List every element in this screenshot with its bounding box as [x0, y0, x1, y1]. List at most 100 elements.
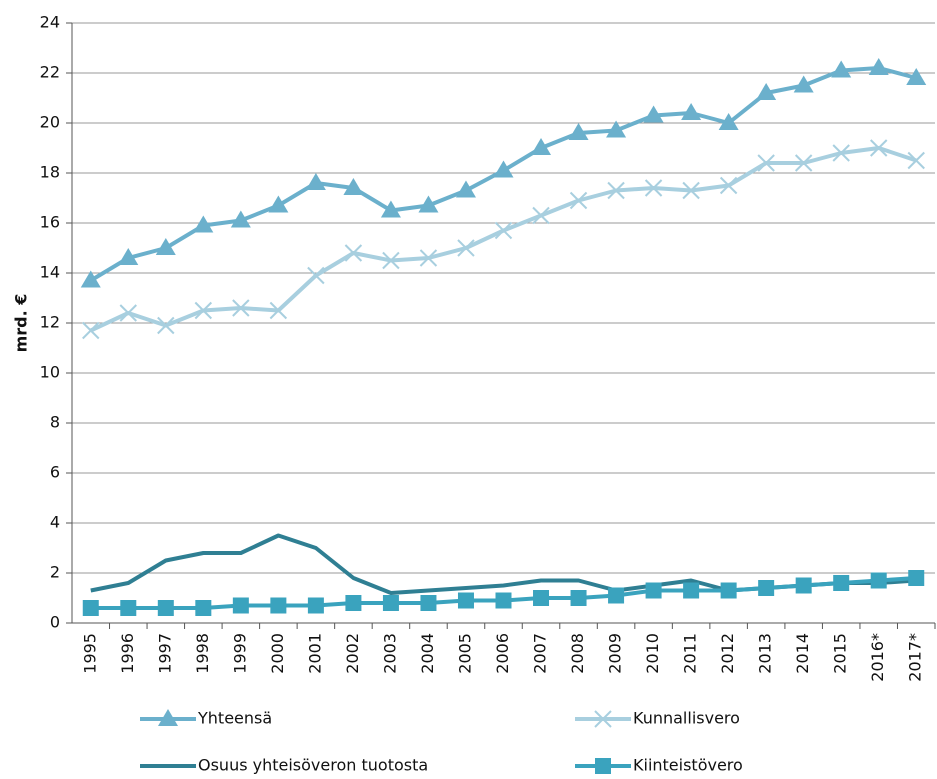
point: [157, 600, 174, 616]
y-tick-label: 6: [50, 463, 60, 482]
point: [457, 592, 474, 609]
point: [757, 154, 775, 172]
point: [532, 206, 550, 225]
point: [594, 710, 612, 728]
x-tick-label: 2001: [305, 633, 324, 674]
x-tick-label: 1996: [118, 633, 137, 674]
point: [608, 587, 625, 604]
point: [118, 248, 139, 265]
point: [494, 221, 513, 240]
point: [682, 181, 700, 200]
point: [831, 60, 852, 78]
point: [157, 316, 175, 335]
point: [269, 301, 288, 320]
point: [832, 144, 850, 162]
point: [720, 582, 737, 599]
x-tick-label: 2002: [343, 633, 362, 674]
point: [455, 180, 476, 198]
x-tick-label: 1997: [155, 633, 174, 674]
point: [870, 139, 888, 157]
point: [307, 597, 324, 614]
x-tick-label: 1999: [230, 633, 249, 674]
y-tick-label: 10: [40, 363, 60, 382]
x-tick-label: 2011: [681, 633, 700, 674]
point: [344, 244, 363, 262]
point: [794, 154, 813, 172]
y-tick-label: 16: [40, 213, 60, 232]
point: [232, 299, 250, 317]
legend-label: Osuus yhteisöveron tuotosta: [198, 756, 428, 775]
point: [155, 238, 176, 255]
point: [793, 75, 814, 93]
point: [607, 181, 625, 200]
point: [718, 113, 739, 130]
y-tick-label: 12: [40, 313, 60, 332]
point: [119, 304, 137, 322]
x-tick-label: 2005: [455, 633, 474, 674]
point: [570, 590, 587, 606]
point: [595, 758, 611, 774]
x-tick-label: 1998: [193, 633, 212, 674]
point: [120, 600, 137, 616]
legend-item: Kunnallisvero: [575, 709, 740, 728]
point: [795, 577, 812, 594]
legend-item: Osuus yhteisöveron tuotosta: [140, 756, 428, 775]
point: [270, 597, 287, 614]
point: [606, 120, 627, 138]
point: [419, 249, 438, 267]
x-tick-label: 2012: [718, 633, 737, 674]
legend-item: Kiinteistövero: [575, 756, 743, 775]
y-tick-label: 14: [40, 263, 60, 282]
point: [380, 200, 401, 218]
point: [420, 595, 437, 611]
x-tick-label: 2010: [643, 633, 662, 674]
point: [418, 195, 439, 213]
point: [833, 575, 850, 591]
point: [495, 592, 512, 609]
legend-item: Yhteensä: [140, 709, 272, 728]
point: [645, 582, 662, 599]
point: [195, 600, 212, 616]
x-tick-label: 2013: [756, 633, 775, 674]
point: [457, 239, 475, 257]
x-tick-label: 2006: [493, 633, 512, 674]
x-tick-label: 2016*: [868, 633, 887, 682]
point: [758, 580, 775, 596]
point: [907, 151, 925, 170]
point: [906, 68, 927, 85]
x-tick-label: 2014: [793, 633, 812, 674]
point: [232, 597, 249, 614]
point: [908, 570, 925, 586]
x-tick-label: 2000: [268, 633, 287, 674]
point: [533, 590, 550, 606]
y-axis-label: mrd. €: [12, 294, 31, 353]
point: [719, 176, 738, 195]
point: [193, 215, 214, 233]
y-tick-label: 24: [40, 13, 60, 32]
y-tick-label: 0: [50, 613, 60, 632]
point: [493, 160, 514, 178]
point: [268, 195, 289, 213]
point: [80, 270, 101, 288]
point: [683, 582, 700, 599]
legend-label: Yhteensä: [197, 709, 272, 728]
point: [870, 572, 887, 589]
y-tick-label: 2: [50, 563, 60, 582]
x-tick-label: 2017*: [906, 633, 925, 682]
point: [868, 58, 889, 75]
y-tick-label: 4: [50, 513, 60, 532]
x-tick-label: 2015: [831, 633, 850, 674]
y-tick-label: 18: [40, 163, 60, 182]
point: [382, 595, 399, 611]
point: [343, 178, 364, 195]
point: [82, 600, 99, 616]
point: [568, 123, 589, 140]
point: [681, 103, 702, 120]
point: [82, 321, 100, 340]
point: [230, 210, 251, 228]
point: [382, 251, 400, 270]
x-tick-label: 2007: [531, 633, 550, 674]
y-tick-label: 20: [40, 113, 60, 132]
